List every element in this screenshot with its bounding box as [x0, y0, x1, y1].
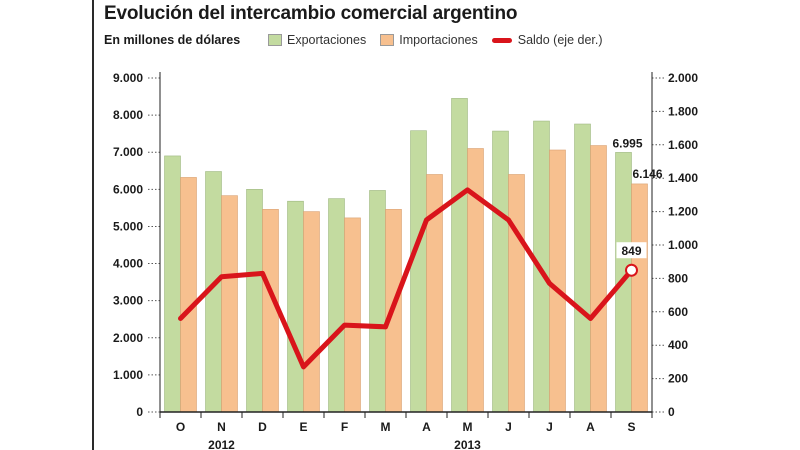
left-tick-label: 8.000	[113, 108, 143, 122]
left-tick-label: 0	[136, 405, 143, 419]
year-label: 2012	[208, 438, 235, 450]
bar-exportaciones	[574, 123, 591, 413]
saldo-last-point	[625, 263, 638, 277]
chart-title: Evolución del intercambio comercial arge…	[104, 3, 518, 24]
data-label-saldo-bg	[616, 242, 647, 259]
category-label: M	[381, 420, 391, 434]
bar-importaciones	[508, 174, 525, 413]
legend: Exportaciones Importaciones Saldo (eje d…	[268, 33, 617, 47]
legend-label-importaciones: Importaciones	[399, 33, 478, 47]
right-tick-label: 1.600	[668, 138, 698, 152]
legend-swatch-exportaciones	[268, 34, 282, 46]
left-tick-label: 4.000	[113, 257, 143, 271]
category-label: A	[586, 420, 595, 434]
left-rule	[92, 0, 94, 450]
category-label: O	[176, 420, 185, 434]
category-label: N	[217, 420, 226, 434]
category-label: J	[505, 420, 512, 434]
year-label: 2013	[454, 438, 481, 450]
data-label-saldo: 849	[621, 244, 641, 258]
right-tick-label: 2.000	[668, 71, 698, 85]
bar-importaciones	[467, 148, 484, 413]
category-label: E	[299, 420, 307, 434]
category-label: A	[422, 420, 431, 434]
bar-importaciones	[262, 209, 279, 413]
left-tick-label: 7.000	[113, 145, 143, 159]
bar-exportaciones	[451, 98, 468, 413]
left-tick-label: 9.000	[113, 71, 143, 85]
right-tick-label: 600	[668, 305, 688, 319]
bar-exportaciones	[287, 200, 304, 413]
right-tick-label: 200	[668, 372, 688, 386]
legend-item-saldo: Saldo (eje der.)	[491, 33, 603, 47]
bar-exportaciones	[246, 189, 263, 413]
left-tick-label: 2.000	[113, 331, 143, 345]
left-tick-label: 1.000	[113, 368, 143, 382]
bar-importaciones	[344, 217, 361, 413]
legend-swatch-saldo	[491, 37, 512, 43]
bar-importaciones	[590, 145, 607, 413]
saldo-line	[178, 187, 634, 370]
bar-exportaciones	[410, 130, 427, 413]
data-label-importaciones: 6.146	[632, 167, 662, 181]
right-tick-label: 1.400	[668, 171, 698, 185]
bar-importaciones	[303, 211, 320, 413]
legend-label-saldo: Saldo (eje der.)	[517, 33, 603, 47]
category-label: J	[546, 420, 553, 434]
bar-importaciones	[221, 195, 238, 413]
legend-item-importaciones: Importaciones	[380, 33, 478, 47]
data-label-exportaciones: 6.995	[612, 136, 642, 150]
legend-swatch-importaciones	[380, 34, 395, 46]
bar-exportaciones	[328, 198, 345, 413]
category-label: F	[341, 420, 348, 434]
right-tick-label: 0	[668, 405, 675, 419]
left-tick-label: 5.000	[113, 219, 143, 233]
bar-importaciones	[549, 149, 566, 413]
category-label: S	[627, 420, 635, 434]
right-tick-label: 800	[668, 271, 688, 285]
right-tick-label: 400	[668, 338, 688, 352]
right-tick-label: 1.200	[668, 205, 698, 219]
bar-importaciones	[180, 177, 197, 413]
category-label: D	[258, 420, 267, 434]
legend-item-exportaciones: Exportaciones	[268, 33, 366, 47]
right-tick-label: 1.000	[668, 238, 698, 252]
bar-importaciones	[631, 183, 648, 413]
chart-subtitle: En millones de dólares	[104, 33, 241, 47]
bar-exportaciones	[369, 190, 386, 413]
category-label: M	[463, 420, 473, 434]
left-tick-label: 3.000	[113, 294, 143, 308]
bar-exportaciones	[492, 130, 509, 413]
legend-label-exportaciones: Exportaciones	[287, 33, 367, 47]
left-tick-label: 6.000	[113, 182, 143, 196]
bar-exportaciones	[164, 155, 181, 413]
right-tick-label: 1.800	[668, 104, 698, 118]
